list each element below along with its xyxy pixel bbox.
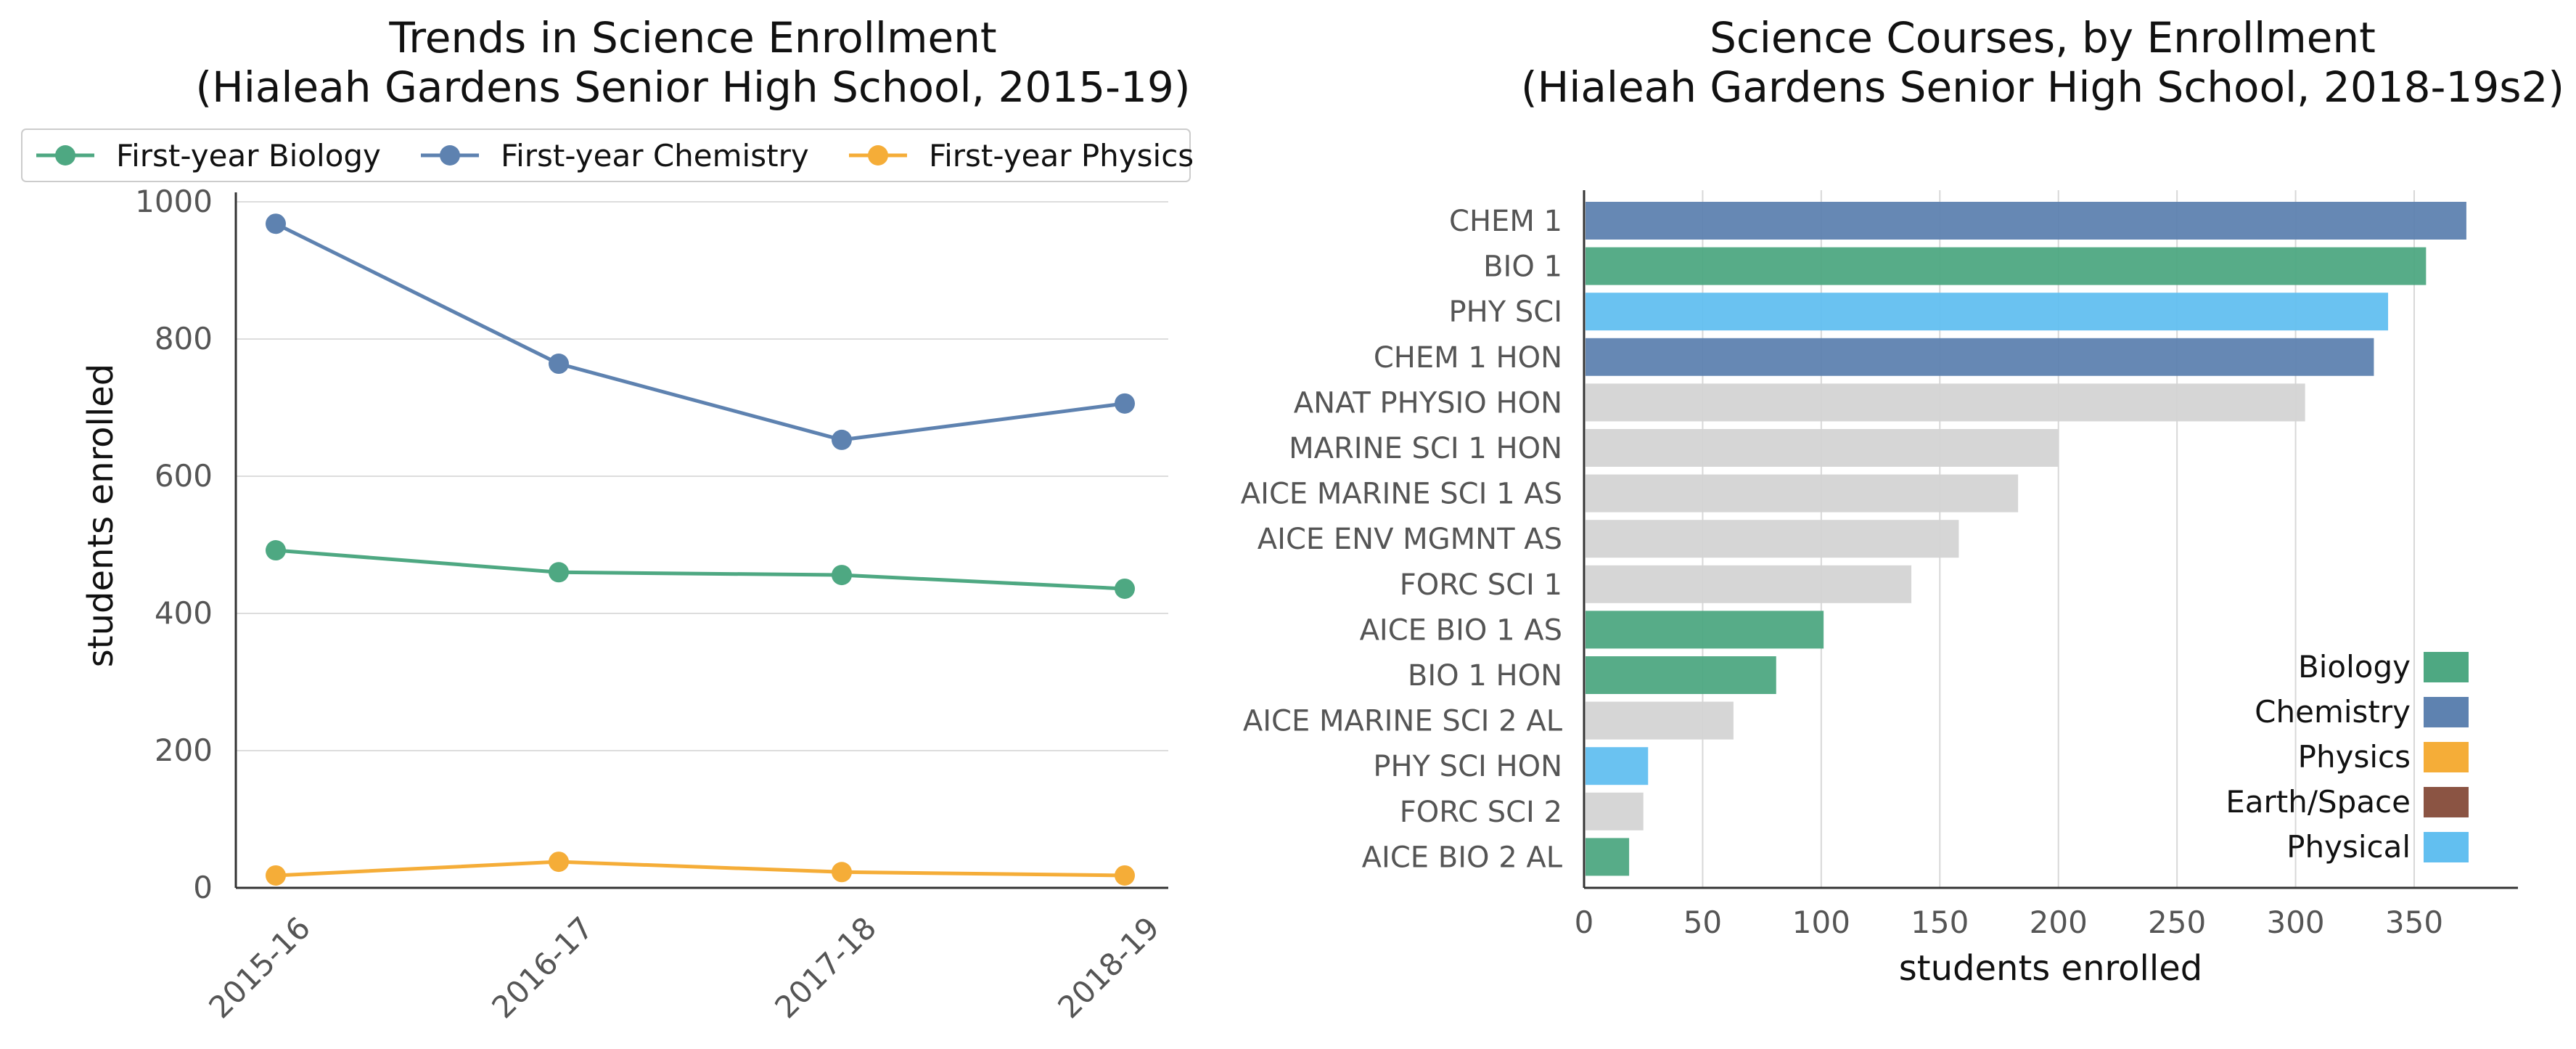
bar [1586,474,2019,513]
bar [1586,747,1649,785]
x-tick-label: 300 [2266,905,2324,940]
series-line-1 [274,221,1125,442]
category-label: CHEM 1 HON [1374,341,1562,375]
category-label: FORC SCI 1 [1400,568,1562,602]
bar-legend: Biology Chemistry Physics Earth/Space Physic… [2226,649,2469,865]
legend-swatch [2424,787,2469,817]
bar [1586,293,2389,331]
data-point [549,354,569,375]
bar [1586,429,2059,467]
legend-entry: First-year Chemistry [501,138,809,174]
category-label: AICE MARINE SCI 1 AS [1241,478,1562,511]
bar [1586,656,1776,694]
bar-chart-xlabel: students enrolled [1899,948,2202,989]
y-tick-label: 200 [155,732,213,768]
data-point [1115,578,1135,599]
bar [1586,520,1959,558]
category-label: PHY SCI [1449,295,1562,329]
x-tick-label: 2015-16 [202,910,317,1025]
category-label: AICE BIO 1 AS [1360,613,1562,647]
bar [1586,611,1824,649]
legend-swatch [2424,742,2469,772]
data-point [266,540,286,561]
line-legend: First-year Biology First-year Chemistry Fi… [21,128,1194,182]
legend-entry: First-year Physics [929,138,1194,174]
category-label: CHEM 1 [1449,205,1562,238]
data-point [832,429,852,450]
x-tick-label: 200 [2030,905,2088,940]
x-tick-label: 350 [2385,905,2443,940]
data-point [266,865,286,886]
data-point [832,565,852,586]
bar-chart-subtitle: (Hialeah Gardens Senior High School, 201… [1521,62,2564,112]
data-point [549,562,569,583]
legend-entry: Biology [2298,649,2411,685]
line-chart-ylabel: students enrolled [81,364,121,667]
data-point [549,852,569,873]
line-chart-title: Trends in Science Enrollment [388,13,996,62]
bar-chart-title: Science Courses, by Enrollment [1710,13,2376,62]
bar [1586,202,2466,240]
y-tick-label: 600 [155,458,213,494]
category-label: AICE MARINE SCI 2 AL [1243,705,1563,738]
bar [1586,338,2374,376]
category-label: BIO 1 [1483,250,1562,284]
bar [1586,701,1734,740]
legend-entry: Earth/Space [2226,784,2411,820]
data-point [1115,865,1135,886]
legend-swatch-marker [868,145,888,166]
bar [1586,838,1630,876]
category-label: PHY SCI HON [1373,750,1562,783]
x-tick-label: 50 [1683,905,1722,940]
category-label: FORC SCI 2 [1400,796,1562,829]
legend-entry: Chemistry [2255,694,2411,730]
category-label: MARINE SCI 1 HON [1289,432,1562,465]
x-tick-label: 250 [2148,905,2206,940]
data-point [832,862,852,883]
bar [1586,565,1912,603]
data-point [266,213,286,234]
data-point [1115,393,1135,414]
legend-swatch [2424,652,2469,682]
category-label: BIO 1 HON [1408,659,1562,693]
bar [1586,247,2427,285]
x-tick-label: 150 [1911,905,1969,940]
y-tick-label: 0 [193,870,213,905]
category-label: ANAT PHYSIO HON [1294,386,1562,420]
bar [1586,383,2305,422]
bar [1586,792,1644,830]
category-label: AICE ENV MGMNT AS [1258,523,1562,556]
line-chart: 0 200 400 600 800 1000 2015-16 2016-17 2017-18 20… [21,128,1194,1025]
legend-swatch [2424,697,2469,727]
x-tick-label: 2017-18 [768,910,883,1025]
legend-entry: Physics [2298,739,2411,775]
series-line-0 [275,548,1125,591]
line-chart-subtitle: (Hialeah Gardens Senior High School, 201… [196,62,1191,112]
series-line-2 [275,860,1125,878]
legend-entry: First-year Biology [116,138,381,174]
legend-swatch [2424,832,2469,862]
bar-chart: 0 50 100 150 200 250 300 350 CHEM 1 BIO 1 PHY SCI C… [1241,190,2518,940]
x-tick-label: 2016-17 [485,910,600,1025]
y-tick-label: 800 [155,321,213,356]
x-tick-label: 0 [1575,905,1594,940]
y-tick-label: 1000 [135,184,213,219]
legend-swatch-marker [440,145,460,166]
legend-box [21,128,1191,182]
x-tick-label: 2018-19 [1051,910,1166,1025]
legend-swatch-marker [55,145,75,166]
category-label: AICE BIO 2 AL [1362,841,1563,874]
x-tick-label: 100 [1792,905,1850,940]
y-tick-label: 400 [155,595,213,631]
legend-entry: Physical [2286,829,2411,865]
